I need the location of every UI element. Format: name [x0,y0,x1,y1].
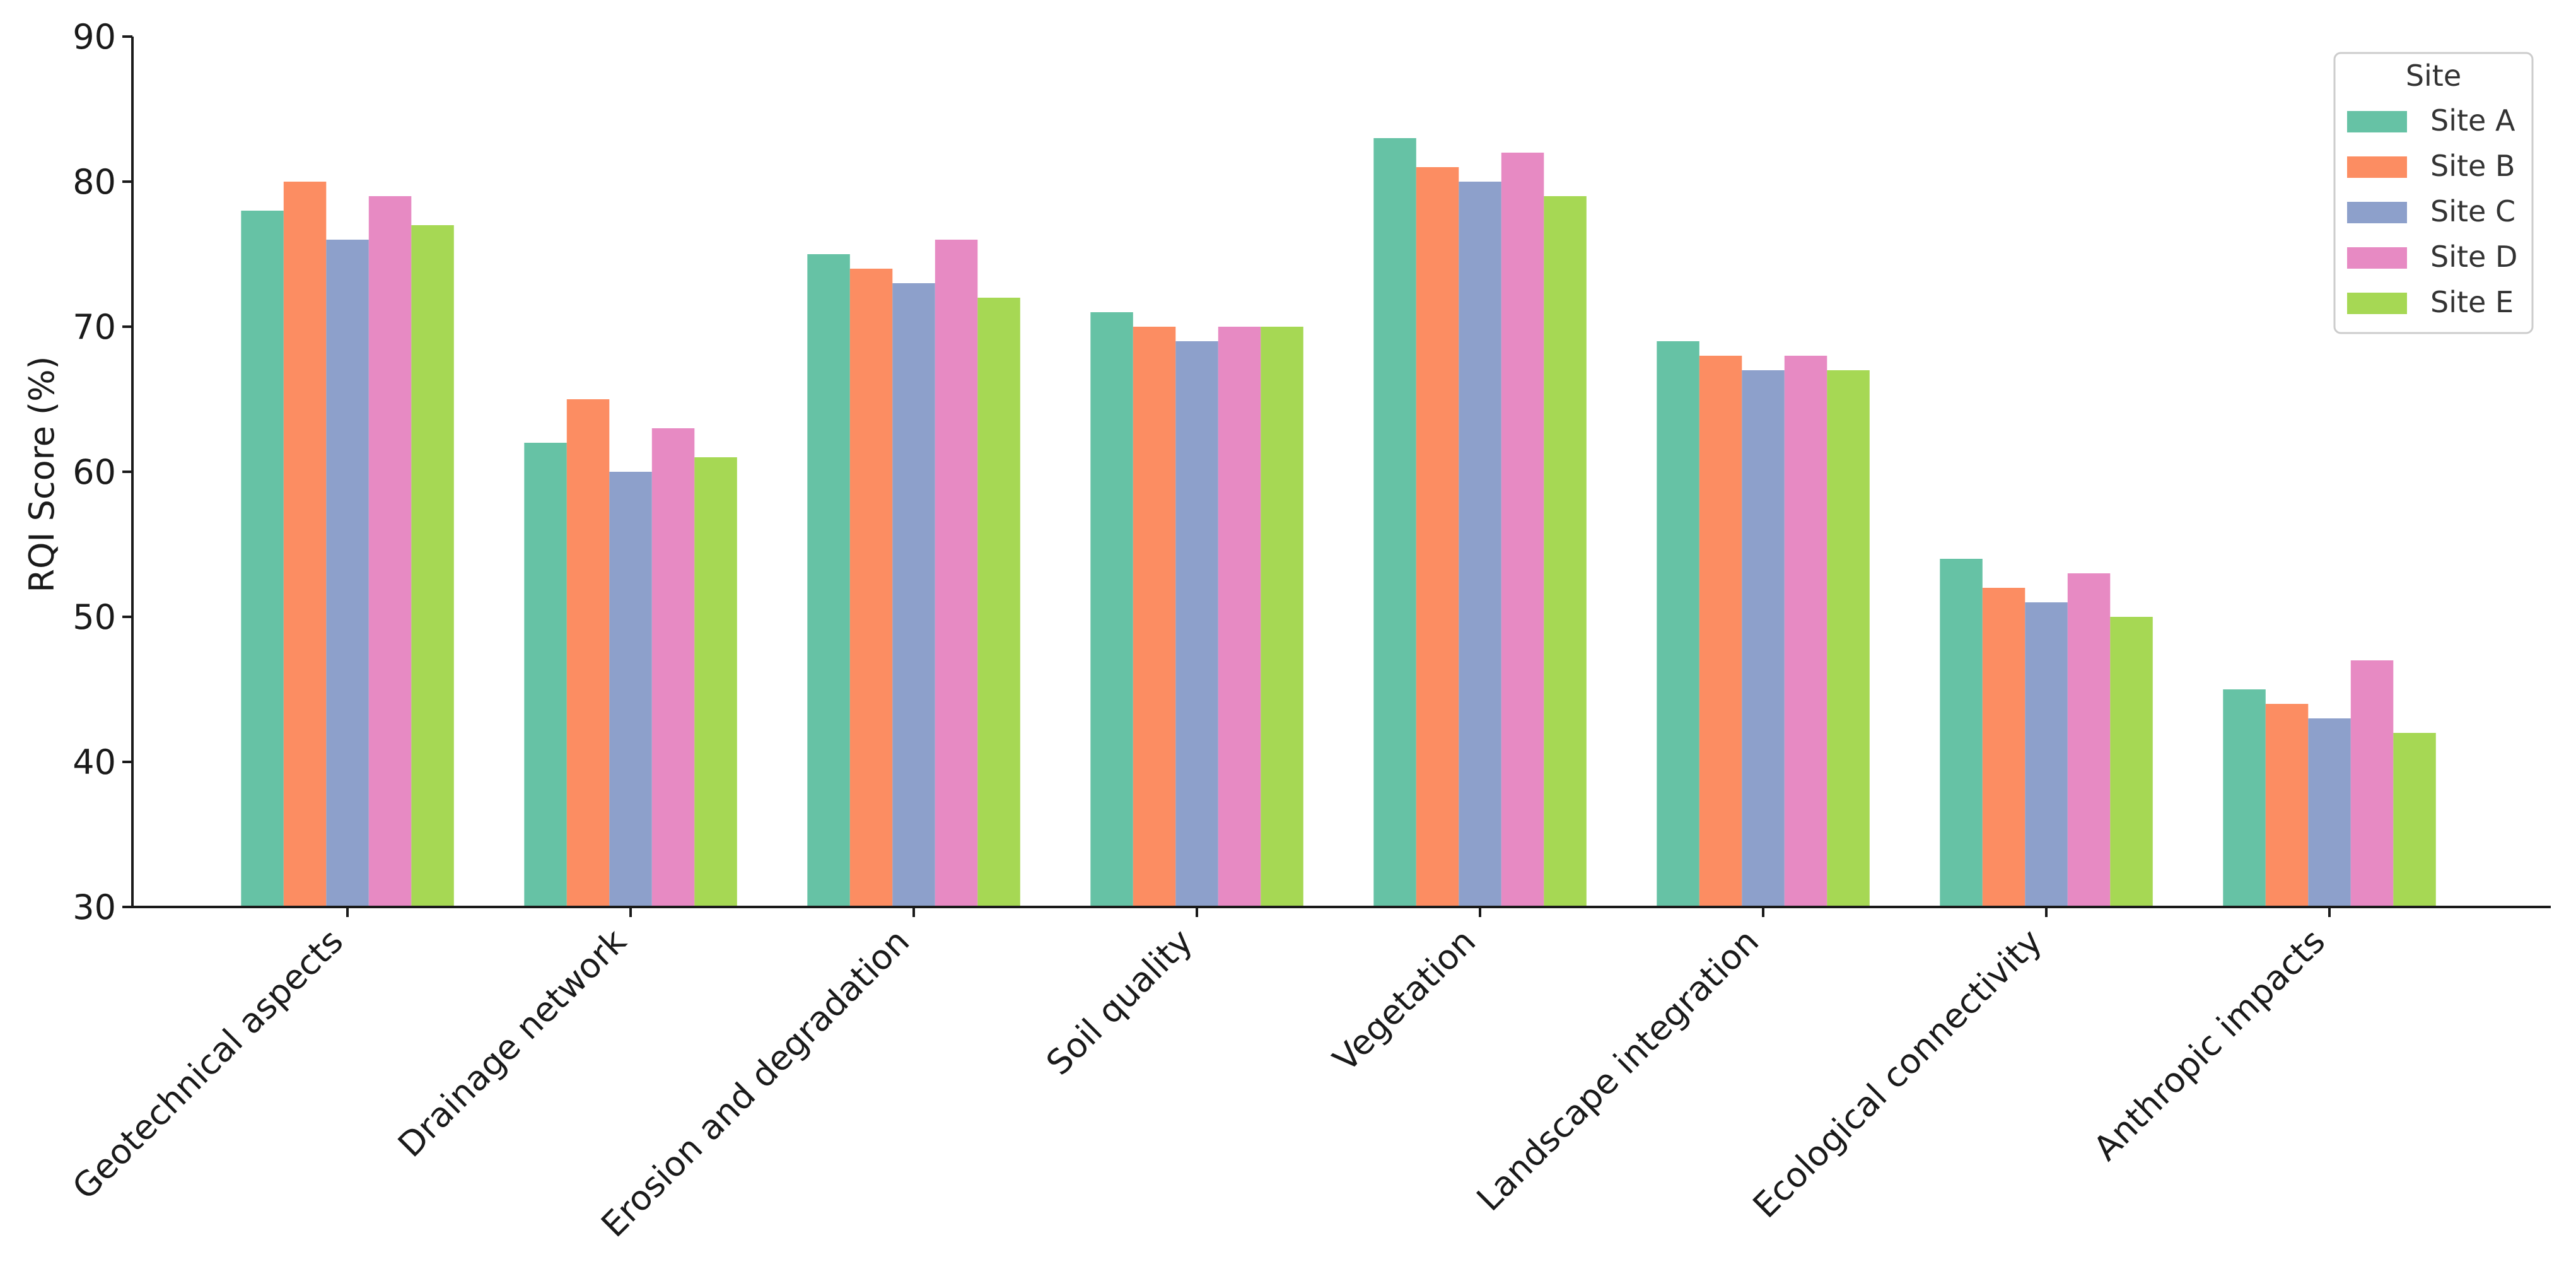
bar-ecological-connectivity-site-d [2067,573,2111,907]
bar-erosion-and-degradation-site-a [807,254,850,907]
bar-vegetation-site-c [1459,182,1501,907]
legend-label-site-d: Site D [2430,240,2517,274]
legend-label-site-c: Site C [2430,194,2515,228]
bar-drainage-network-site-c [609,472,652,907]
bar-landscape-integration-site-b [1699,356,1742,907]
legend-swatch-site-d [2347,247,2407,269]
bar-vegetation-site-b [1416,167,1459,907]
legend: Site Site A Site B Site C Site D Site E [2333,52,2534,334]
x-tick-label: Landscape integration [1469,921,1767,1219]
bar-erosion-and-degradation-site-c [892,283,935,907]
axes-group [131,37,2551,908]
x-ticks-group: Geotechnical aspects Drainage networkEros… [65,907,2333,1245]
bar-anthropic-impacts-site-a [2223,689,2266,907]
bar-drainage-network-site-d [651,428,695,907]
x-tick-label: Anthropic impacts [2086,921,2333,1169]
x-tick-label: Vegetation [1326,921,1483,1079]
legend-swatch-site-b [2347,156,2407,178]
legend-swatch-site-a [2347,111,2407,132]
bar-soil-quality-site-e [1261,327,1303,907]
bar-anthropic-impacts-site-e [2393,733,2436,907]
bar-landscape-integration-site-c [1742,370,1785,907]
legend-swatch-site-e [2347,293,2407,314]
bar-erosion-and-degradation-site-e [977,298,1020,907]
y-ticks-group: 30 40 50 60 70 80 90 [73,17,132,927]
bar-soil-quality-site-b [1133,327,1176,907]
bar-ecological-connectivity-site-c [2025,602,2068,907]
bar-anthropic-impacts-site-d [2350,660,2394,907]
legend-title: Site [2406,59,2461,93]
bar-ecological-connectivity-site-a [1940,559,1983,907]
bar-soil-quality-site-d [1218,327,1261,907]
bar-geotechnical-aspects-site-b [283,182,327,907]
bar-anthropic-impacts-site-b [2265,704,2309,907]
x-tick-label: Ecological connectivity [1746,921,2050,1226]
x-tick-label: Erosion and degradation [593,921,917,1245]
legend-swatch-site-c [2347,202,2407,223]
bar-ecological-connectivity-site-e [2110,617,2153,907]
x-tick-label: Drainage network [390,921,634,1165]
legend-label-site-a: Site A [2430,103,2515,137]
bar-drainage-network-site-e [694,457,737,907]
bar-geotechnical-aspects-site-a [241,211,284,907]
bar-landscape-integration-site-d [1784,356,1827,907]
y-tick-label: 50 [73,597,116,637]
bar-anthropic-impacts-site-c [2308,718,2351,907]
legend-label-site-e: Site E [2430,285,2514,319]
bar-erosion-and-degradation-site-d [935,240,978,907]
bar-geotechnical-aspects-site-e [411,225,454,907]
y-tick-label: 90 [73,17,116,57]
y-tick-label: 40 [73,742,116,782]
y-tick-label: 60 [73,452,116,492]
bar-ecological-connectivity-site-b [1982,588,2025,907]
bar-vegetation-site-d [1501,153,1544,907]
y-tick-label: 80 [73,162,116,202]
bar-geotechnical-aspects-site-d [368,196,412,907]
bar-erosion-and-degradation-site-b [849,269,893,907]
bars-group [241,138,2436,907]
bar-vegetation-site-e [1544,196,1587,907]
x-tick-label: Geotechnical aspects [65,921,351,1207]
bar-landscape-integration-site-a [1657,341,1699,907]
bar-geotechnical-aspects-site-c [326,240,369,907]
x-tick-label: Soil quality [1039,921,1200,1083]
bar-soil-quality-site-a [1090,312,1133,907]
bar-vegetation-site-a [1373,138,1416,907]
legend-label-site-b: Site B [2430,149,2515,183]
bar-landscape-integration-site-e [1827,370,1870,907]
y-axis-title: RQI Score (%) [22,356,62,593]
y-tick-label: 70 [73,307,116,347]
bar-soil-quality-site-c [1175,341,1218,907]
bar-drainage-network-site-b [566,399,610,907]
bar-drainage-network-site-a [524,443,567,907]
y-tick-label: 30 [73,887,116,927]
